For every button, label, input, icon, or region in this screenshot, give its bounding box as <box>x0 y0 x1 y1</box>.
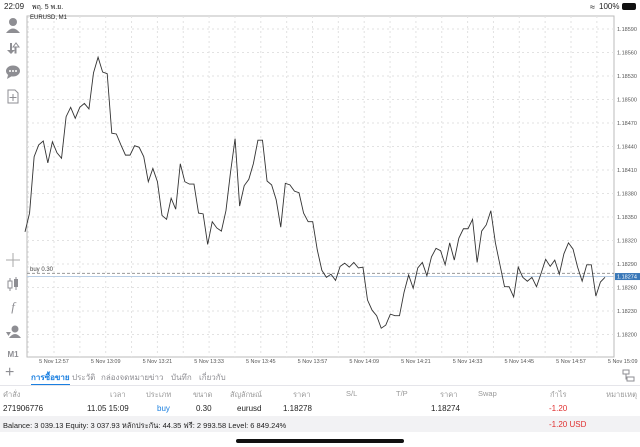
order-open-price: 1.18278 <box>283 404 312 413</box>
x-tick-label: 5 Nov 15:09 <box>608 359 638 365</box>
order-size: 0.30 <box>196 404 212 413</box>
chart-type-icon[interactable] <box>0 274 26 294</box>
summary-bar: Balance: 3 039.13 Equity: 3 037.93 หลักป… <box>0 416 640 432</box>
summary-profit: -1.20 USD <box>549 420 587 429</box>
x-tick-label: 5 Nov 13:45 <box>246 359 276 365</box>
y-tick-label: 1.18440 <box>617 145 637 151</box>
current-price-label: 1.18274 <box>617 275 637 281</box>
battery-percent: 100% <box>599 2 620 11</box>
tab-history[interactable]: ประวัติ <box>72 373 96 382</box>
tab-mailbox[interactable]: กล่องจดหมาย <box>101 373 150 382</box>
x-tick-label: 5 Nov 14:33 <box>453 359 483 365</box>
col-open-price: ราคา <box>293 390 311 399</box>
x-tick-label: 5 Nov 14:45 <box>504 359 534 365</box>
order-id: 271906776 <box>3 404 44 413</box>
y-tick-label: 1.18200 <box>617 333 637 339</box>
battery-icon <box>622 3 636 10</box>
col-sl: S/L <box>346 389 358 398</box>
status-time: 22:09 <box>4 2 25 11</box>
home-indicator <box>236 439 404 443</box>
chat-icon[interactable] <box>0 62 26 82</box>
tab-trade[interactable]: การซื้อขาย <box>31 371 70 385</box>
objects-icon[interactable] <box>0 321 26 341</box>
y-tick-label: 1.18590 <box>617 27 637 33</box>
x-tick-label: 5 Nov 13:09 <box>91 359 121 365</box>
y-tick-label: 1.18230 <box>617 309 637 315</box>
y-tick-label: 1.18530 <box>617 74 637 80</box>
order-time: 11.05 15:09 <box>87 404 129 413</box>
x-tick-label: 5 Nov 14:09 <box>349 359 379 365</box>
x-tick-label: 5 Nov 14:57 <box>556 359 586 365</box>
col-order: คำสั่ง <box>3 390 21 399</box>
trade-icon[interactable] <box>0 38 26 58</box>
y-tick-label: 1.18470 <box>617 121 637 127</box>
col-price: ราคา <box>440 390 458 399</box>
x-tick-label: 5 Nov 14:21 <box>401 359 431 365</box>
col-tp: T/P <box>396 389 408 398</box>
col-swap: Swap <box>478 389 497 398</box>
chart-symbol-label: EURUSD, M1 <box>30 15 68 21</box>
account-summary: Balance: 3 039.13 Equity: 3 037.93 หลักป… <box>3 421 287 430</box>
buy-line-label: buy 0.30 <box>30 267 54 273</box>
price-line <box>24 55 606 329</box>
order-type: buy <box>157 404 170 413</box>
current-price-box <box>615 273 640 281</box>
x-tick-label: 5 Nov 12:57 <box>39 359 69 365</box>
wifi-icon: ≈ <box>590 2 595 12</box>
status-date: พฤ. 5 พ.ย. <box>32 4 64 11</box>
x-tick-label: 5 Nov 13:21 <box>143 359 173 365</box>
add-icon[interactable]: + <box>5 364 15 381</box>
timeframe-button[interactable]: M1 <box>7 349 19 359</box>
y-tick-label: 1.18560 <box>617 51 637 57</box>
new-order-icon[interactable] <box>0 86 26 106</box>
col-time: เวลา <box>110 390 126 399</box>
tab-about[interactable]: เกี่ยวกับ <box>199 373 226 382</box>
y-tick-label: 1.18290 <box>617 262 637 268</box>
col-size: ขนาด <box>193 390 213 399</box>
order-profit: -1.20 <box>549 404 568 413</box>
x-tick-label: 5 Nov 13:33 <box>194 359 224 365</box>
y-tick-label: 1.18320 <box>617 239 637 245</box>
status-bar: 22:09 พฤ. 5 พ.ย. ≈ 100% <box>0 0 640 13</box>
y-tick-label: 1.18410 <box>617 168 637 174</box>
price-chart[interactable]: 1.18590 1.18560 1.18530 1.18500 1.18470 1.184… <box>0 0 640 368</box>
tab-journal[interactable]: บันทึก <box>171 373 192 382</box>
col-symbol: สัญลักษณ์ <box>230 390 263 399</box>
y-tick-label: 1.18500 <box>617 98 637 104</box>
plot-frame <box>26 15 615 358</box>
layout-icon[interactable] <box>622 369 635 387</box>
order-symbol: eurusd <box>237 404 262 413</box>
indicators-icon[interactable]: f <box>11 299 15 314</box>
y-tick-label: 1.18350 <box>617 215 637 221</box>
tab-news[interactable]: ข่าว <box>149 373 164 382</box>
col-comment: หมายเหตุ <box>606 390 637 399</box>
y-tick-label: 1.18260 <box>617 286 637 292</box>
col-profit: กำไร <box>550 390 567 399</box>
crosshair-icon[interactable] <box>0 250 26 270</box>
account-icon[interactable] <box>0 15 26 35</box>
x-tick-label: 5 Nov 13:57 <box>298 359 328 365</box>
y-tick-label: 1.18380 <box>617 192 637 198</box>
order-price: 1.18274 <box>431 404 460 413</box>
col-type: ประเภท <box>146 390 172 399</box>
